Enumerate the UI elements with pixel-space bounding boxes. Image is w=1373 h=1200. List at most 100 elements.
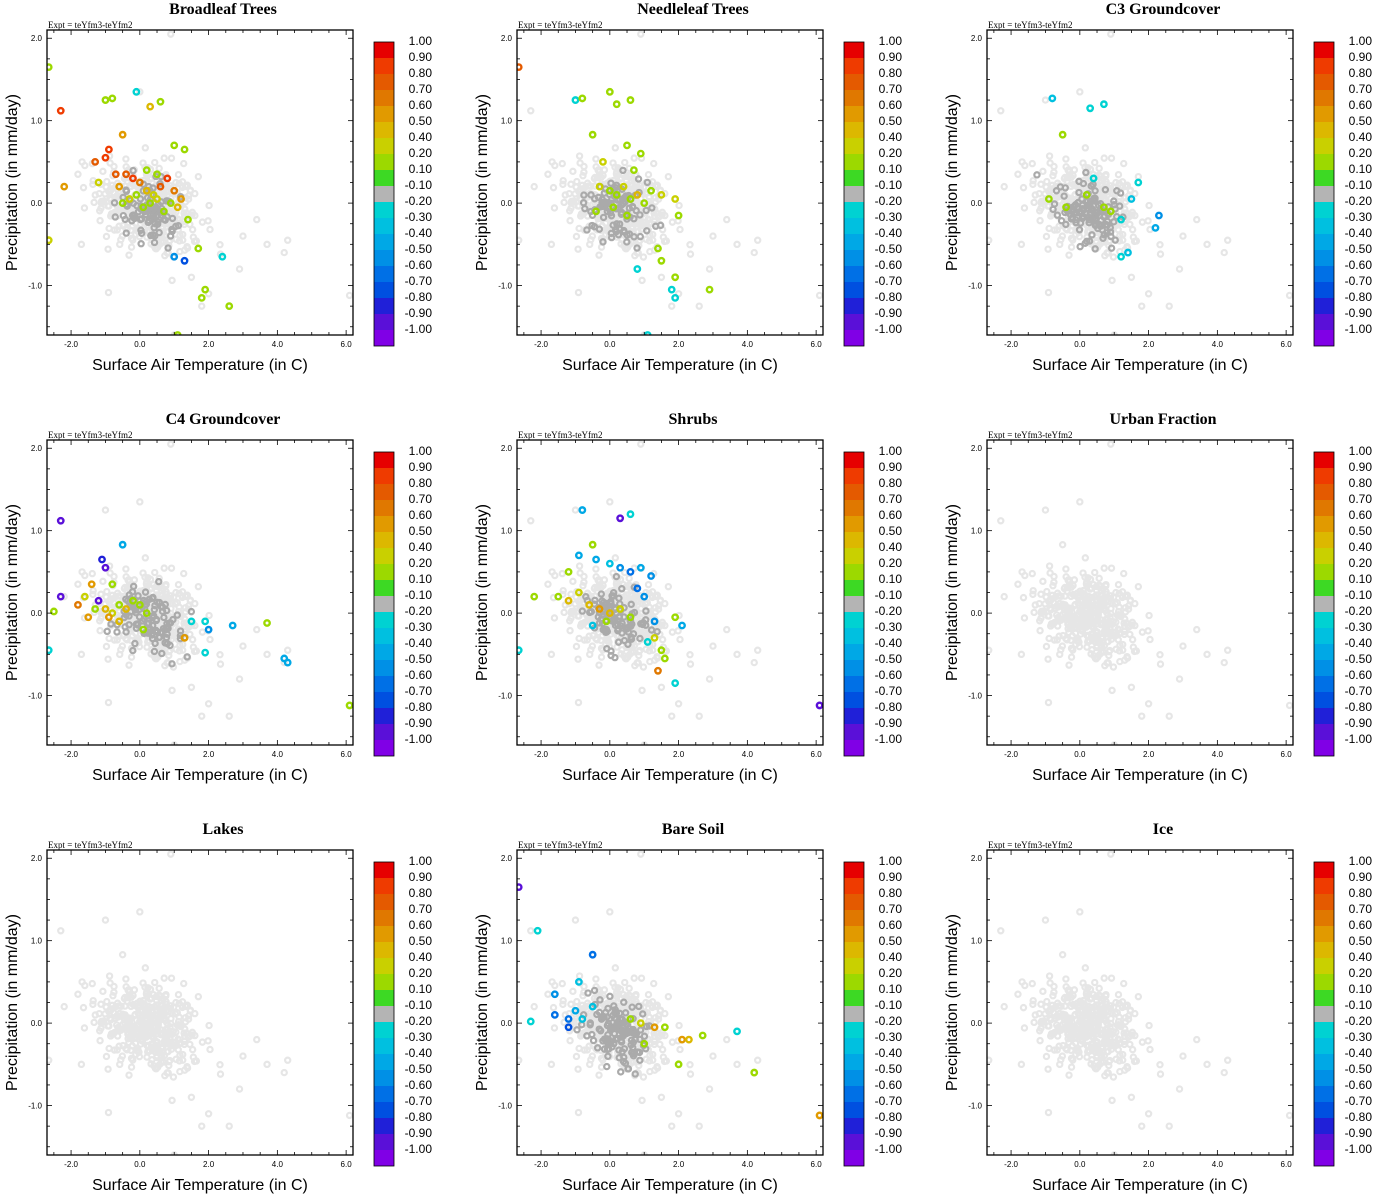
mid-point — [164, 244, 172, 252]
background-point — [572, 232, 581, 241]
colorbar-label: -0.50 — [405, 1062, 433, 1076]
background-point — [1065, 251, 1073, 259]
background-point — [527, 107, 535, 115]
background-point — [147, 1043, 156, 1051]
data-point — [592, 555, 600, 564]
colorbar: 1.000.900.800.700.600.500.400.200.10-0.1… — [1313, 34, 1373, 347]
colorbar-label: -0.20 — [1345, 194, 1373, 208]
background-point — [115, 1042, 123, 1050]
data-point — [156, 182, 165, 191]
background-point — [1049, 581, 1057, 590]
background-point — [635, 651, 643, 660]
background-point — [151, 158, 159, 167]
colorbar-label: -0.80 — [405, 1110, 433, 1124]
colorbar-swatch — [374, 660, 394, 676]
background-point — [1041, 600, 1049, 608]
mid-point — [1062, 220, 1070, 229]
colorbar-swatch — [374, 106, 394, 122]
background-point — [585, 1042, 593, 1050]
colorbar-swatch — [1314, 106, 1334, 122]
background-point — [180, 1040, 189, 1049]
mid-point — [612, 572, 621, 581]
background-point — [79, 183, 88, 192]
x-tick-label: 2.0 — [673, 340, 685, 349]
background-point — [558, 979, 566, 988]
background-point — [586, 240, 594, 249]
background-point — [560, 608, 568, 617]
y-tick-label: 0.0 — [501, 609, 513, 618]
data-point — [616, 605, 625, 613]
background-point — [89, 1000, 97, 1009]
x-axis-label: Surface Air Temperature (in C) — [92, 767, 308, 784]
data-point — [129, 596, 137, 605]
x-tick-label: 0.0 — [134, 340, 146, 349]
data-point — [595, 605, 604, 613]
colorbar-label: 1.00 — [879, 34, 903, 48]
mid-point — [142, 597, 150, 606]
background-point — [115, 222, 123, 230]
colorbar-swatch — [1314, 90, 1334, 106]
colorbar-swatch — [374, 1070, 394, 1086]
background-point — [668, 712, 676, 720]
background-point — [641, 190, 649, 198]
background-point — [573, 997, 581, 1006]
background-point — [184, 195, 193, 203]
colorbar-label: -1.00 — [405, 1142, 433, 1156]
background-point — [1122, 619, 1131, 627]
background-point — [1121, 592, 1130, 601]
y-tick-label: 2.0 — [31, 34, 43, 43]
background-point — [585, 632, 593, 640]
background-point — [645, 589, 653, 598]
background-point — [570, 607, 578, 615]
colorbar: 1.000.900.800.700.600.500.400.200.10-0.1… — [843, 444, 902, 757]
y-tick-label: 0.0 — [31, 1019, 43, 1028]
mid-point — [160, 613, 168, 622]
background-point — [576, 569, 584, 577]
colorbar-label: -0.60 — [405, 258, 433, 272]
data-point — [1089, 174, 1098, 183]
colorbar-swatch — [374, 1086, 394, 1102]
background-point — [106, 979, 114, 987]
background-point — [172, 1055, 180, 1063]
background-point — [1030, 198, 1038, 207]
background-point — [1000, 182, 1008, 191]
data-point — [153, 170, 161, 179]
data-point — [564, 596, 573, 605]
x-axis-label: Surface Air Temperature (in C) — [562, 767, 778, 784]
mid-point — [1053, 211, 1062, 219]
data-point — [595, 182, 604, 191]
mid-point — [619, 194, 628, 203]
colorbar-label: 0.40 — [409, 950, 433, 964]
mid-point — [605, 190, 614, 199]
colorbar-swatch — [374, 202, 394, 218]
background-point — [101, 506, 110, 514]
background-point — [664, 582, 673, 591]
data-point — [671, 195, 680, 203]
background-point — [122, 1026, 131, 1034]
expt-label: Expt = teYfm3-teYfm2 — [518, 840, 603, 850]
colorbar-label: -0.50 — [405, 242, 433, 256]
y-tick-label: 2.0 — [971, 34, 983, 43]
background-point — [133, 999, 141, 1007]
y-tick-label: 1.0 — [971, 117, 983, 126]
background-point — [1131, 599, 1139, 608]
background-point — [104, 1065, 112, 1073]
mid-point — [183, 653, 191, 661]
colorbar-label: 1.00 — [1349, 444, 1373, 458]
mid-point — [634, 175, 643, 183]
background-point — [161, 251, 169, 260]
background-point — [1109, 253, 1118, 261]
mid-point — [166, 232, 175, 240]
data-point — [629, 166, 638, 175]
mid-point — [624, 640, 632, 648]
background-point — [205, 1021, 213, 1030]
mid-point — [614, 625, 622, 633]
background-point — [617, 650, 625, 658]
background-point — [649, 236, 657, 244]
mid-point — [150, 647, 159, 656]
background-point — [571, 506, 580, 514]
mid-point — [1078, 205, 1087, 213]
mid-point — [1050, 200, 1059, 208]
background-point — [1029, 590, 1037, 599]
colorbar-swatch — [844, 596, 864, 612]
